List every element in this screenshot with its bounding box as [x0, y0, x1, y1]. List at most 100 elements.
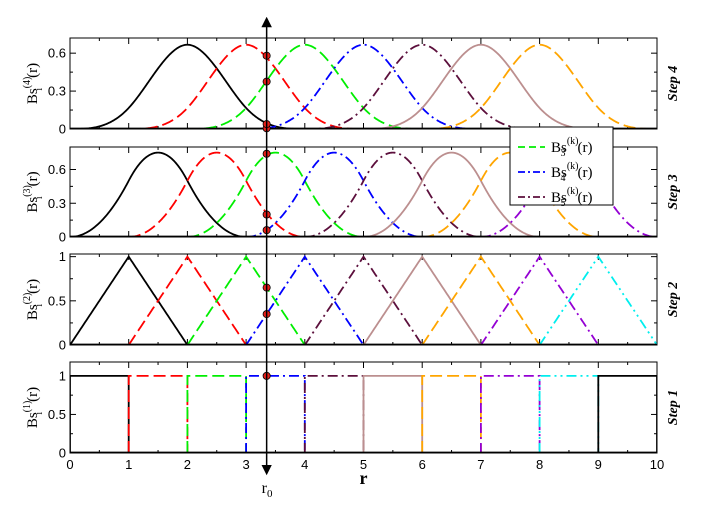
bspline-curve-6 [362, 374, 424, 453]
bspline-curve-8 [480, 255, 600, 345]
legend-label-subscript: 5 [561, 198, 566, 209]
y-label-base: Bs [25, 412, 41, 428]
y-label-superscript: (1) [22, 401, 33, 413]
y-tick-label: 0.5 [48, 293, 66, 308]
y-label-tail: (r) [25, 279, 41, 294]
legend-label-subscript: 4 [561, 173, 566, 184]
y-tick-label: 0.3 [48, 196, 66, 211]
panel-frame [69, 37, 658, 130]
bspline-curve-10 [597, 374, 657, 453]
bspline-curve-7 [422, 43, 657, 129]
bspline-curve-8 [480, 374, 541, 453]
bspline-curve-5 [303, 374, 365, 453]
curves-group [70, 43, 657, 129]
y-axis-label: Bs(3)i (r) [22, 171, 45, 212]
x-tick-label: 6 [419, 457, 426, 472]
bspline-curve-4 [245, 255, 365, 345]
y-label-base: Bs [25, 197, 41, 213]
y-label-subscript: i [34, 304, 45, 307]
x-tick-label: 2 [184, 457, 191, 472]
curves-group [70, 255, 657, 345]
legend-label-tail: (r) [578, 140, 593, 156]
bspline-curve-1 [70, 151, 247, 237]
bspline-curve-2 [127, 374, 189, 453]
y-label-base: Bs [25, 88, 41, 104]
bspline-curve-5 [304, 43, 540, 129]
panels-layer: 00.30.6Bs(4)i(r) Step 400.30.6Bs(3)i(r) St… [22, 37, 681, 461]
y-label-subscript: i [34, 88, 45, 91]
bspline-curve-5 [304, 255, 423, 345]
bspline-curve-2 [127, 255, 247, 345]
y-tick-label: 0.3 [48, 84, 66, 99]
y-label-tail: (r) [25, 171, 41, 186]
bspline-curve-3 [186, 374, 247, 453]
y-tick-label: 0 [59, 446, 66, 461]
y-label-subscript: i [34, 196, 45, 199]
bspline-curve-4 [246, 151, 423, 237]
x-tick-label: 1 [125, 457, 132, 472]
bspline-curve-7 [421, 374, 482, 453]
x-tick-label: 7 [477, 457, 484, 472]
bspline-curve-4 [245, 374, 306, 453]
bspline-curve-9 [538, 374, 600, 453]
y-tick-label: 1 [59, 249, 66, 264]
legend: Bs(k) 3 (r)Bs(k) 4 (r)Bs(k) 5 (r) [509, 126, 614, 209]
bspline-curve-1 [70, 255, 189, 345]
bspline-curve-3 [187, 43, 423, 129]
x-tick-label: 4 [301, 457, 308, 472]
y-label-superscript: (3) [22, 185, 33, 197]
legend-box [509, 126, 614, 206]
x-tick-label: 3 [242, 457, 249, 472]
r0-label-base: r [262, 480, 268, 497]
legend-entry-label: Bs(k) 5 (r) [551, 186, 593, 209]
bspline-curve-9 [538, 255, 657, 345]
x-tick-label: 9 [595, 457, 602, 472]
y-tick-label: 0.6 [48, 46, 66, 61]
legend-label-tail: (r) [578, 190, 593, 206]
y-tick-label: 0 [59, 230, 66, 245]
y-label-tail: (r) [25, 387, 41, 402]
legend-entry-label: Bs(k) 3 (r) [551, 136, 593, 159]
step-label: Step 4 [666, 66, 681, 101]
y-tick-label: 0 [59, 338, 66, 353]
bspline-curve-4 [246, 43, 481, 129]
bspline-curve-2 [128, 151, 305, 237]
bspline-curve-3 [186, 255, 306, 345]
legend-label-superscript: (k) [567, 186, 579, 197]
x-tick-label: 5 [360, 457, 367, 472]
bspline-curve-5 [304, 151, 481, 237]
bspline-curve-6 [363, 151, 540, 237]
step-label: Step 3 [666, 174, 681, 209]
x-tick-label: 0 [66, 457, 73, 472]
x-tick-label: 10 [650, 457, 664, 472]
y-label-base: Bs [25, 304, 41, 320]
legend-label-superscript: (k) [567, 136, 579, 147]
legend-label-superscript: (k) [567, 161, 579, 172]
r0-label: r0 [262, 480, 273, 500]
y-tick-label: 0.5 [48, 407, 66, 422]
step-label: Step 2 [666, 282, 681, 317]
y-label-superscript: (4) [22, 77, 33, 89]
y-label-subscript: i [34, 412, 45, 415]
y-axis-label: Bs(2)i (r) [22, 279, 45, 320]
bspline-curve-3 [187, 151, 364, 237]
r0-label-subscript: 0 [267, 488, 273, 500]
curves-group [70, 374, 657, 453]
y-label-superscript: (2) [22, 293, 33, 305]
panel-step-4: 0 0.3 0.6 Bs(4)i (r) Step 4 [22, 37, 681, 137]
legend-label-subscript: 3 [561, 148, 566, 159]
y-label-tail: (r) [25, 63, 41, 78]
bspline-curve-2 [128, 43, 364, 129]
legend-entry-label: Bs(k) 4 (r) [551, 161, 593, 184]
panel-step-1: 0 0.5 1 Bs(1)i (r) Step 1 [22, 361, 681, 461]
bspline-curve-7 [421, 255, 541, 345]
bspline-curve-6 [362, 255, 482, 345]
legend-label-tail: (r) [578, 165, 593, 181]
y-tick-label: 0.6 [48, 162, 66, 177]
panel-step-2: 0 0.5 1 Bs(2)i (r) Step 2 [22, 249, 681, 352]
y-axis-label: Bs(1)i (r) [22, 387, 45, 428]
legend-label-base: Bs [551, 165, 567, 181]
legend-label-base: Bs [551, 140, 567, 156]
